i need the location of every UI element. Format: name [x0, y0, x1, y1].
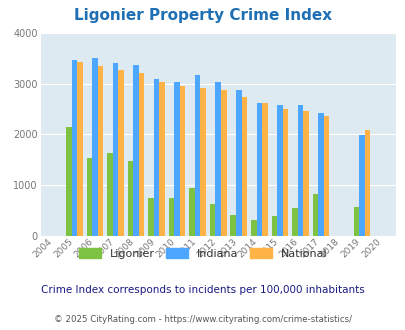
Bar [241, 97, 247, 236]
Bar [179, 86, 185, 236]
Bar [72, 60, 77, 236]
Bar [209, 204, 215, 236]
Bar [235, 90, 241, 236]
Bar [153, 79, 159, 236]
Bar [261, 103, 267, 236]
Bar [271, 216, 276, 236]
Bar [189, 188, 194, 236]
Bar [139, 73, 144, 236]
Bar [159, 82, 164, 236]
Bar [200, 88, 205, 236]
Bar [256, 103, 261, 236]
Bar [148, 198, 153, 236]
Bar [323, 116, 328, 236]
Bar [282, 109, 288, 236]
Bar [107, 153, 113, 236]
Bar [168, 198, 174, 236]
Bar [77, 62, 83, 236]
Bar [92, 58, 98, 236]
Bar [66, 127, 72, 236]
Bar [358, 135, 364, 236]
Bar [318, 113, 323, 236]
Bar [303, 111, 308, 236]
Bar [133, 65, 139, 236]
Bar [276, 105, 282, 236]
Bar [364, 130, 369, 236]
Bar [230, 214, 235, 236]
Bar [174, 82, 179, 236]
Text: © 2025 CityRating.com - https://www.cityrating.com/crime-statistics/: © 2025 CityRating.com - https://www.city… [54, 315, 351, 324]
Bar [297, 105, 303, 236]
Bar [312, 194, 318, 236]
Bar [118, 70, 124, 236]
Bar [113, 63, 118, 236]
Legend: Ligonier, Indiana, National: Ligonier, Indiana, National [74, 244, 331, 263]
Bar [128, 161, 133, 236]
Text: Crime Index corresponds to incidents per 100,000 inhabitants: Crime Index corresponds to incidents per… [41, 285, 364, 295]
Bar [353, 207, 358, 236]
Text: Ligonier Property Crime Index: Ligonier Property Crime Index [74, 8, 331, 23]
Bar [87, 158, 92, 236]
Bar [215, 82, 220, 236]
Bar [291, 208, 297, 236]
Bar [194, 75, 200, 236]
Bar [220, 90, 226, 236]
Bar [250, 220, 256, 236]
Bar [98, 66, 103, 236]
